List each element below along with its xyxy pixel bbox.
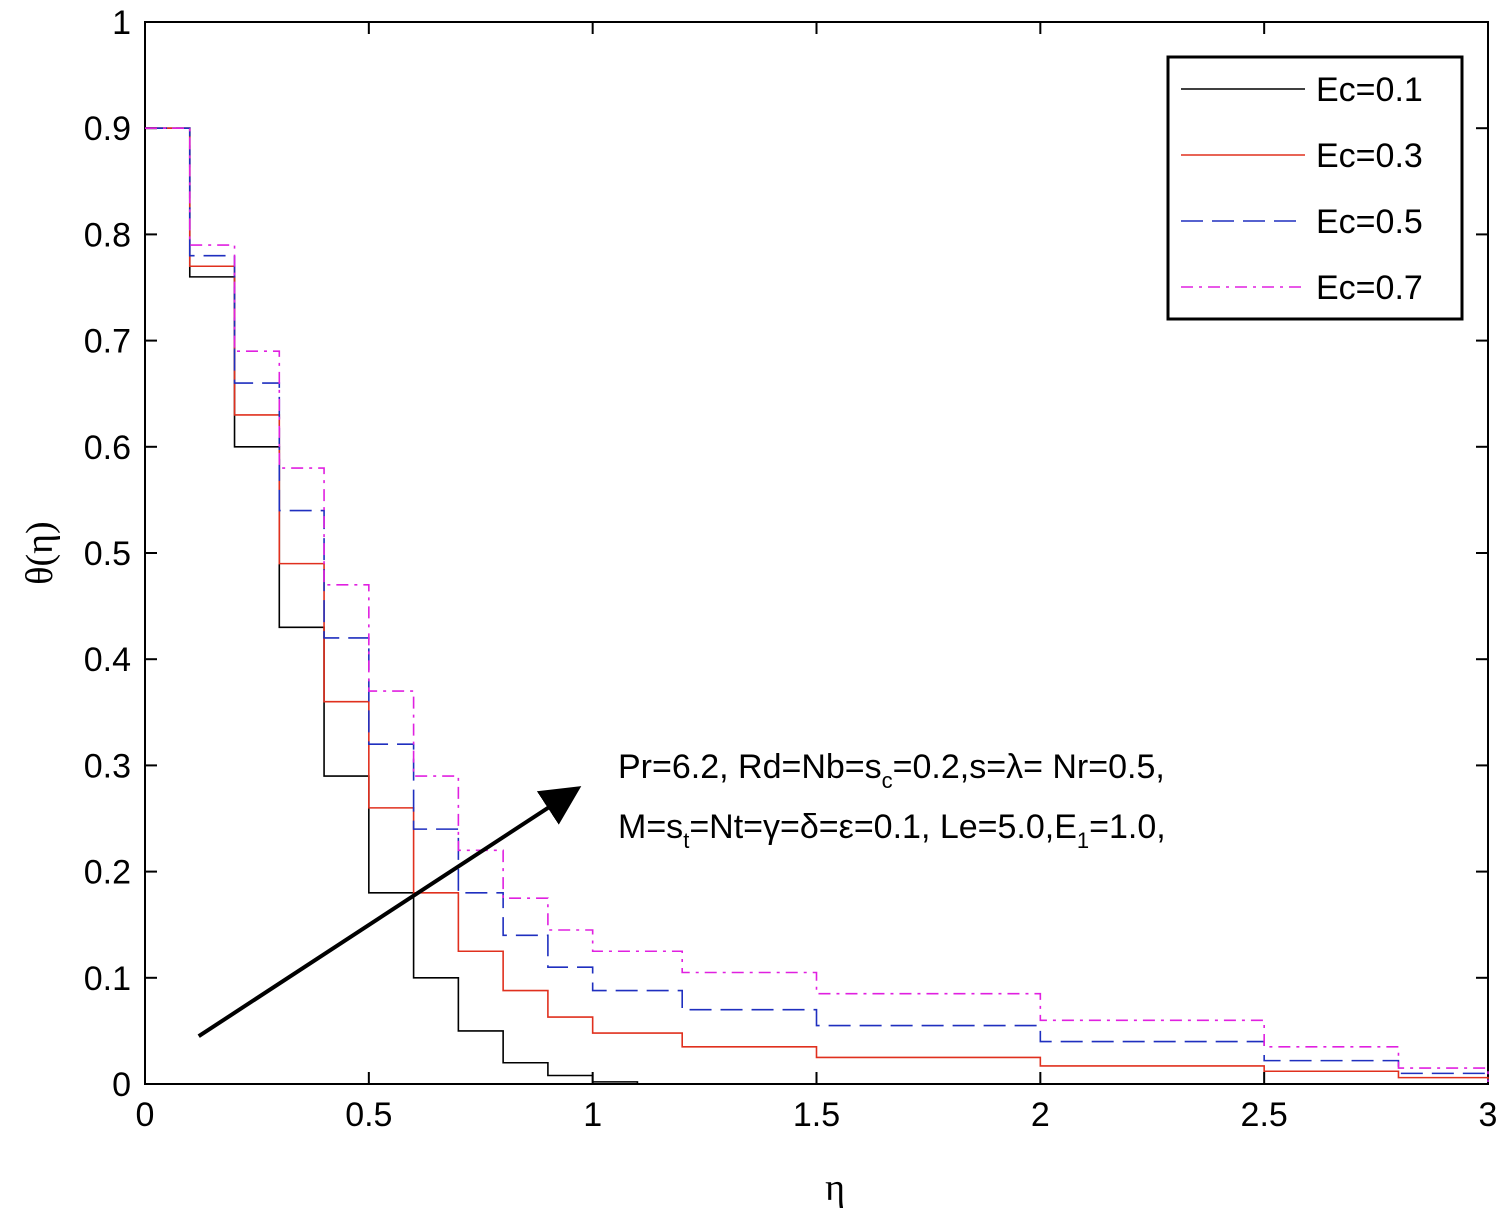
annotation-arrow: [197, 786, 582, 1038]
x-tick-label: 0.5: [345, 1096, 392, 1134]
series-line-4: [145, 127, 1489, 1082]
y-tick-label: 0.2: [84, 854, 131, 892]
legend-label-3: Ec=0.5: [1316, 203, 1423, 241]
series-layer: [145, 127, 1489, 1084]
y-tick-label: 0: [112, 1066, 131, 1104]
legend-label-1: Ec=0.1: [1316, 71, 1423, 109]
x-tick-label: 2: [1031, 1096, 1050, 1134]
y-tick-label: 0.6: [84, 429, 131, 467]
y-tick-label: 0.4: [84, 641, 131, 679]
x-tick-labels: 0 0.5 1 1.5 2 2.5 3: [136, 1096, 1498, 1134]
annotation-line-2: M=st=Nt=γ=δ=ε=0.1, Le=5.0,E1=1.0,: [618, 808, 1166, 853]
y-tick-label: 1: [112, 4, 131, 42]
axis-ticks: [144, 21, 1489, 1085]
legend-label-2: Ec=0.3: [1316, 137, 1423, 175]
x-axis-title: η: [825, 1167, 845, 1209]
x-tick-label: 1.5: [793, 1096, 840, 1134]
legend-box: [1166, 55, 1464, 321]
y-tick-label: 0.5: [84, 535, 131, 573]
legend-label-4: Ec=0.7: [1316, 269, 1423, 307]
y-axis-title: θ(η): [19, 521, 61, 584]
y-tick-label: 0.7: [84, 323, 131, 361]
series-line-3: [145, 127, 1489, 1082]
y-tick-label: 0.3: [84, 747, 131, 785]
legend: Ec=0.1 Ec=0.3 Ec=0.5 Ec=0.7: [1166, 55, 1464, 321]
y-tick-labels: 0 0.1 0.2 0.3 0.4 0.5 0.6 0.7 0.8 0.9 1: [84, 4, 131, 1104]
y-tick-label: 0.8: [84, 216, 131, 254]
annotation: Pr=6.2, Rd=Nb=sc=0.2,s=λ= Nr=0.5, M=st=N…: [197, 748, 1166, 1038]
y-tick-label: 0.9: [84, 110, 131, 148]
x-tick-label: 2.5: [1241, 1096, 1288, 1134]
y-tick-label: 0.1: [84, 960, 131, 998]
x-tick-label: 1: [583, 1096, 602, 1134]
annotation-line-1: Pr=6.2, Rd=Nb=sc=0.2,s=λ= Nr=0.5,: [618, 748, 1165, 793]
x-tick-label: 0: [136, 1096, 155, 1134]
x-tick-label: 3: [1479, 1096, 1498, 1134]
